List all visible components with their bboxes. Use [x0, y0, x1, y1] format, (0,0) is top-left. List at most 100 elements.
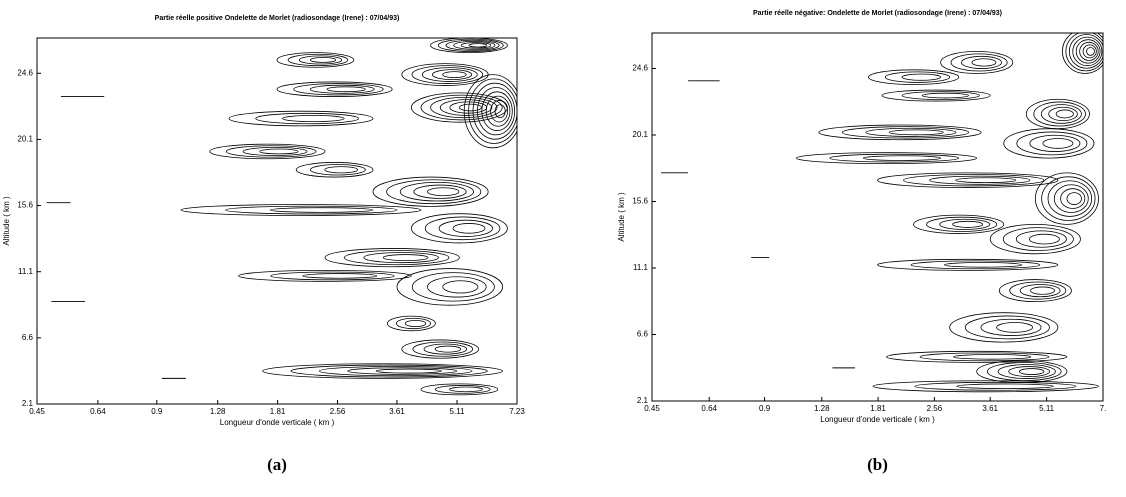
contour-line — [399, 182, 474, 202]
contour-line — [413, 184, 467, 199]
y-tick-label: 6.6 — [22, 333, 34, 342]
contour-line — [914, 381, 1077, 391]
contour-line — [420, 383, 499, 396]
contour-line — [485, 95, 511, 127]
x-tick-label: 3.61 — [982, 404, 998, 413]
contour-line — [375, 368, 442, 374]
contour-line — [434, 345, 462, 353]
contour-line — [290, 364, 488, 378]
contour-line — [971, 58, 997, 67]
contour-line — [1065, 33, 1103, 72]
contour-line — [259, 148, 299, 155]
contour-line — [255, 112, 359, 125]
contour-line — [276, 52, 355, 68]
contour-line — [1019, 284, 1061, 298]
contours — [46, 38, 517, 396]
contour-line — [1018, 368, 1045, 375]
contour-line — [1068, 34, 1103, 69]
contour-line — [438, 219, 493, 237]
contour-line — [412, 341, 474, 357]
contour-line — [238, 270, 412, 282]
contour-line — [404, 319, 427, 328]
contour-line — [460, 42, 492, 49]
y-tick-label: 11.1 — [633, 263, 649, 272]
x-tick-label: 7. — [1100, 404, 1107, 413]
contour-line — [953, 354, 1032, 360]
contour-line — [442, 71, 467, 78]
contour-line — [1066, 192, 1082, 205]
contour-line — [1079, 41, 1099, 61]
contour-line — [295, 162, 374, 178]
contour-line — [1034, 172, 1099, 225]
contour-line — [372, 176, 489, 207]
panel-label: (b) — [867, 455, 888, 474]
contour-line — [228, 110, 374, 127]
contour-line — [395, 317, 432, 330]
contour-line — [434, 385, 491, 394]
contour-line — [884, 71, 951, 83]
contour-line — [477, 87, 516, 136]
contour-line — [921, 92, 970, 99]
contour-line — [439, 99, 493, 116]
contour-line — [865, 127, 957, 137]
contour-line — [1075, 39, 1101, 64]
contour-line — [1042, 138, 1074, 149]
contour-line — [363, 252, 439, 264]
contour-line — [298, 55, 343, 65]
contour-line — [955, 177, 1017, 184]
contour-line — [829, 153, 960, 163]
contour-line — [956, 383, 1054, 390]
plot-frame — [651, 32, 1104, 402]
contour-line — [432, 69, 473, 80]
contour-line — [386, 315, 436, 332]
contour-line — [1072, 36, 1103, 67]
chart-panel: 0.45 0.64 0.9 1.28 1.81 2.56 3.61 5.11 7.23 2.1 6.… — [2, 15, 525, 474]
contour-line — [421, 67, 478, 82]
contour-line — [1041, 176, 1096, 221]
contour-line — [458, 103, 482, 112]
contour-line — [980, 318, 1042, 336]
contour-line — [913, 214, 1005, 234]
contour-line — [818, 124, 982, 141]
plot-frame — [36, 37, 518, 405]
contour-line — [468, 43, 488, 48]
contour-line — [1015, 230, 1067, 248]
contour-line — [401, 63, 489, 86]
contour-line — [989, 223, 1081, 255]
contour-line — [996, 322, 1034, 333]
contour-line — [309, 84, 375, 94]
contour-line — [270, 271, 395, 281]
contour-line — [997, 364, 1056, 379]
x-tick-label: 0.45 — [644, 404, 660, 413]
contour-line — [302, 273, 378, 279]
contour-line — [1002, 227, 1074, 251]
contour-line — [872, 380, 1099, 393]
x-tick-label: 1.81 — [270, 407, 286, 416]
contour-line — [242, 146, 308, 156]
contour-line — [324, 166, 359, 174]
contour-line — [276, 81, 393, 97]
contour-line — [1025, 98, 1090, 130]
contour-line — [411, 65, 484, 84]
contour-line — [1008, 366, 1051, 377]
y-tick-label: 11.1 — [18, 267, 34, 276]
contour-line — [1048, 106, 1078, 122]
contour-line — [481, 91, 513, 131]
contour-line — [225, 205, 398, 215]
contour-line — [888, 129, 944, 136]
contour-line — [1016, 131, 1088, 156]
contour-line — [986, 362, 1062, 381]
contour-line — [1055, 109, 1074, 119]
contour-line — [952, 220, 984, 228]
contour-line — [326, 86, 366, 93]
contour-line — [452, 223, 486, 234]
x-tick-label: 7.23 — [509, 407, 525, 416]
y-tick-label: 24.6 — [17, 68, 33, 77]
contour-line — [324, 248, 460, 268]
contour-line — [1082, 44, 1097, 59]
contour-line — [453, 40, 496, 50]
x-axis-label: Longueur d'onde verticale ( km ) — [220, 418, 335, 427]
contour-line — [293, 83, 384, 96]
contour-line — [1003, 128, 1095, 159]
x-tick-label: 5.11 — [1039, 404, 1055, 413]
